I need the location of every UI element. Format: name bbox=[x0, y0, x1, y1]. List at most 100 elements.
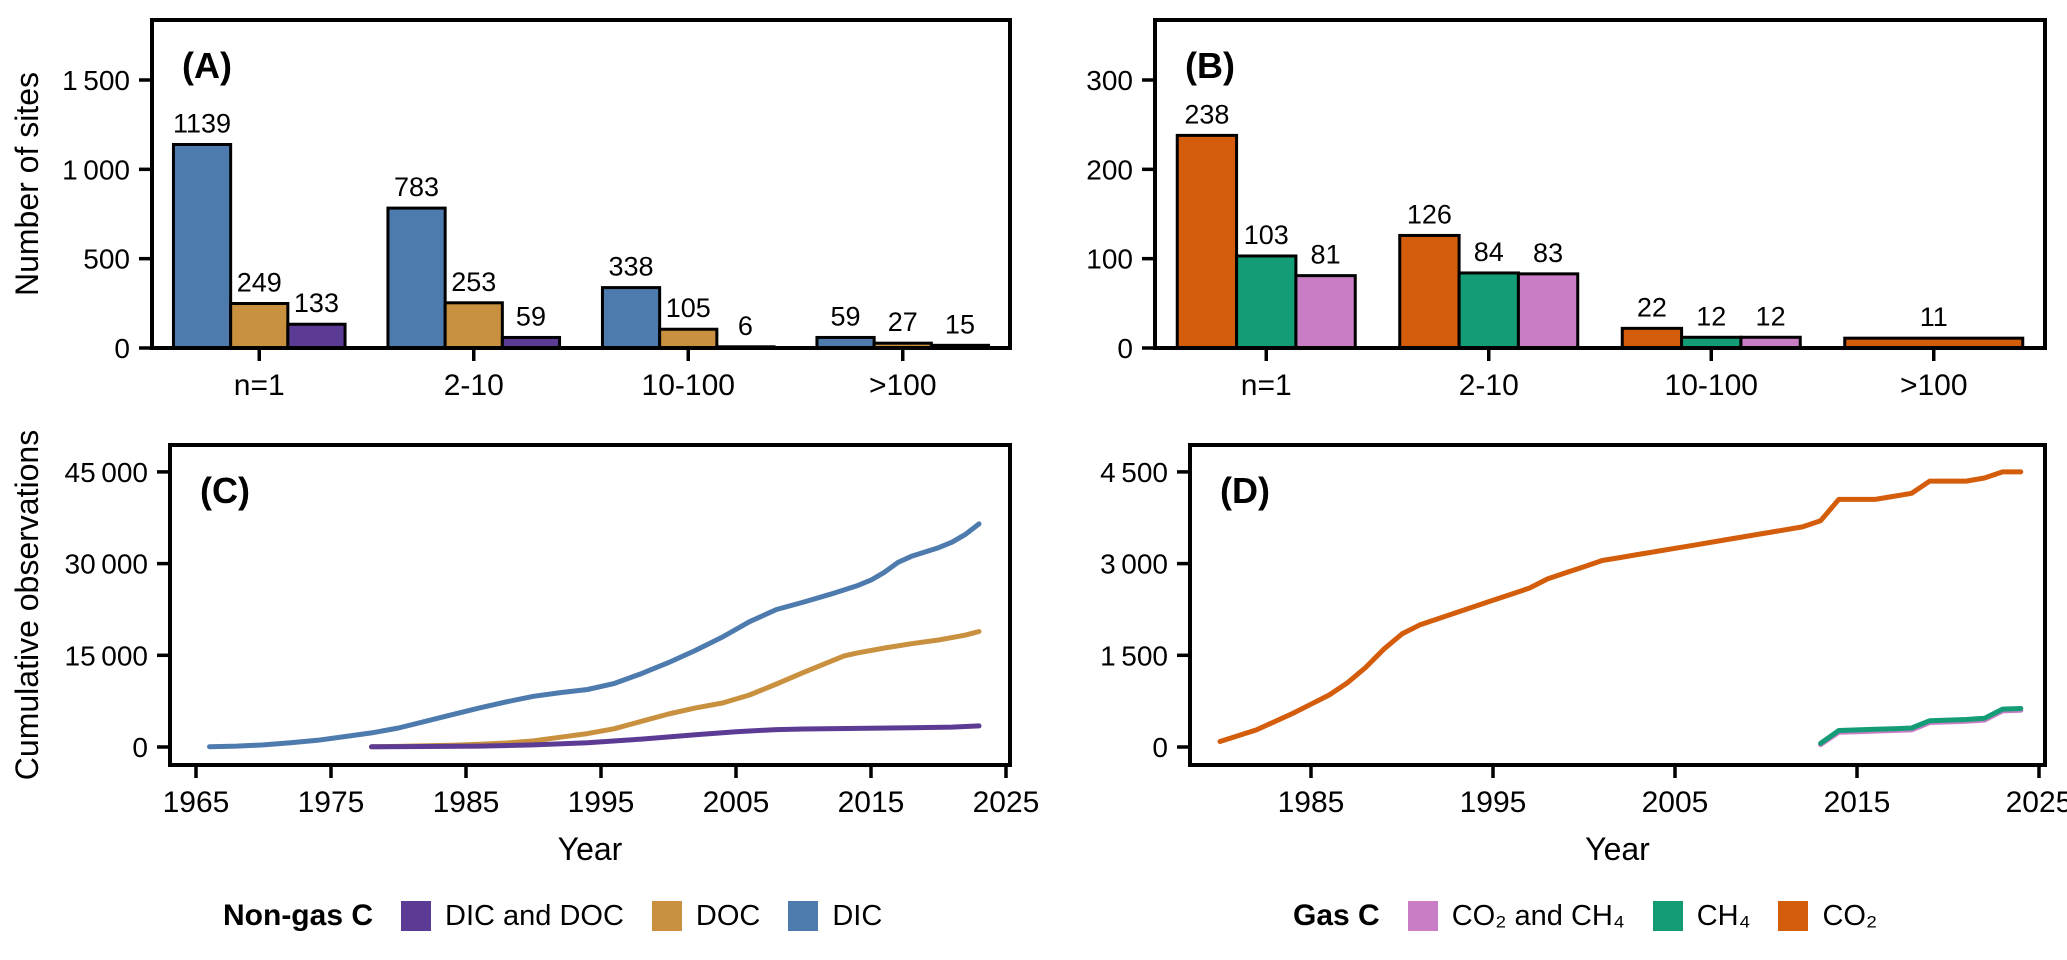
dic-swatch-icon bbox=[788, 901, 819, 931]
bar-CO2-2-10 bbox=[1398, 233, 1461, 350]
y-tick-label: 200 bbox=[1086, 154, 1133, 185]
y-tick-label: 3 000 bbox=[1100, 549, 1168, 580]
x-axis-title: Year bbox=[558, 831, 623, 867]
x-tick-label: 1985 bbox=[1278, 786, 1345, 819]
legend-title-gas: Gas C bbox=[1293, 899, 1380, 932]
legend-non-gas: Non-gas C DIC and DOC DOC DIC bbox=[223, 898, 882, 934]
legend-label: CO₂ bbox=[1822, 899, 1878, 932]
bar-CO2-and-CH4-n=1 bbox=[1294, 274, 1357, 350]
x-tick-label: 2005 bbox=[703, 786, 770, 819]
bar-value-label: 1139 bbox=[173, 108, 231, 138]
y-tick-label: 0 bbox=[114, 333, 130, 364]
panel-a-label: (A) bbox=[182, 45, 232, 86]
bar-value-label: 126 bbox=[1407, 199, 1452, 229]
bar-value-label: 11 bbox=[1920, 302, 1948, 332]
bar-value-label: 83 bbox=[1533, 238, 1563, 268]
bar-value-label: 249 bbox=[237, 268, 282, 298]
bar-CO2-10-100 bbox=[1620, 326, 1684, 350]
legend-label: DIC and DOC bbox=[445, 899, 624, 932]
y-tick-label: 30 000 bbox=[65, 549, 148, 580]
bar-CO2-n=1 bbox=[1175, 133, 1239, 350]
panel-c-label: (C) bbox=[200, 470, 250, 511]
legend-label: CH₄ bbox=[1696, 899, 1751, 932]
legend-item-dic: DIC bbox=[788, 900, 882, 933]
legend-item-co2: CO₂ bbox=[1778, 900, 1877, 933]
bar-value-label: 12 bbox=[1696, 301, 1726, 331]
legend-item-dic-and-doc: DIC and DOC bbox=[401, 900, 624, 933]
x-tick-label: 1995 bbox=[1460, 786, 1527, 819]
x-category-label: 2-10 bbox=[444, 369, 504, 402]
line-DIC bbox=[207, 521, 982, 750]
panel-d-label: (D) bbox=[1220, 470, 1270, 511]
x-axis-title: Year bbox=[1585, 831, 1650, 867]
bar-DIC-n=1 bbox=[171, 142, 233, 350]
bar-value-label: 15 bbox=[945, 309, 975, 339]
bar-DOC-n=1 bbox=[229, 302, 290, 350]
bar-CH4-n=1 bbox=[1235, 254, 1298, 350]
panel-b-border bbox=[1153, 18, 2047, 350]
x-category-label: n=1 bbox=[1241, 369, 1292, 402]
dic-and-doc-swatch-icon bbox=[401, 901, 431, 931]
panel-d-border bbox=[1188, 443, 2047, 767]
y-tick-label: 0 bbox=[132, 732, 148, 763]
bar-value-label: 105 bbox=[666, 293, 711, 323]
bar-CO2-and-CH4-2-10 bbox=[1516, 272, 1580, 350]
x-tick-label: 2015 bbox=[1824, 786, 1891, 819]
bar-DIC-2-10 bbox=[386, 206, 447, 350]
x-category-label: n=1 bbox=[234, 369, 285, 402]
legend-item-doc: DOC bbox=[651, 899, 761, 933]
legend-item-ch4: CH₄ bbox=[1652, 899, 1751, 933]
y-axis-title: Number of sites bbox=[9, 72, 45, 296]
bar-value-label: 238 bbox=[1184, 99, 1229, 129]
bar-value-label: 253 bbox=[451, 267, 496, 297]
y-tick-label: 1 000 bbox=[62, 154, 130, 185]
line-DIC-and-DOC bbox=[369, 723, 982, 750]
panel-c-border bbox=[168, 443, 1012, 767]
bar-DOC-10-100 bbox=[658, 327, 719, 350]
line-CO2 bbox=[1217, 469, 2024, 744]
bar-DIC-and-DOC-n=1 bbox=[286, 322, 347, 350]
legend-label: DOC bbox=[695, 899, 761, 932]
y-tick-label: 45 000 bbox=[65, 457, 148, 488]
y-tick-label: 100 bbox=[1086, 244, 1133, 275]
bar-value-label: 59 bbox=[831, 301, 861, 331]
x-category-label: 10-100 bbox=[1665, 369, 1758, 402]
bar-value-label: 783 bbox=[394, 172, 439, 202]
panel-a-border bbox=[150, 18, 1012, 350]
co2-and-ch4-swatch-icon bbox=[1407, 901, 1438, 931]
line-CH4 bbox=[1818, 706, 2024, 746]
y-tick-label: 4 500 bbox=[1100, 457, 1168, 488]
panel-b-label: (B) bbox=[1185, 45, 1235, 86]
bar-value-label: 84 bbox=[1474, 237, 1504, 267]
x-tick-label: 2025 bbox=[2006, 786, 2067, 819]
bar-value-label: 6 bbox=[738, 311, 753, 341]
y-tick-label: 1 500 bbox=[1100, 640, 1168, 671]
bar-value-label: 103 bbox=[1244, 220, 1289, 250]
x-tick-label: 1965 bbox=[163, 786, 230, 819]
bar-value-label: 27 bbox=[888, 307, 918, 337]
bar-value-label: 22 bbox=[1637, 292, 1667, 322]
legend-gas: Gas C CO₂ and CH₄ CH₄ CO₂ bbox=[1293, 898, 1877, 934]
legend-title-non-gas: Non-gas C bbox=[223, 899, 373, 932]
y-axis-title: Cumulative observations bbox=[9, 430, 45, 780]
legend-label: CO₂ and CH₄ bbox=[1451, 899, 1625, 932]
bar-CH4-2-10 bbox=[1457, 271, 1520, 350]
x-category-label: >100 bbox=[1900, 369, 1968, 402]
x-category-label: >100 bbox=[869, 369, 937, 402]
bar-DOC-2-10 bbox=[443, 301, 504, 350]
x-tick-label: 2005 bbox=[1642, 786, 1709, 819]
legend-item-co2-and-ch4: CO₂ and CH₄ bbox=[1407, 899, 1625, 933]
ch4-swatch-icon bbox=[1652, 901, 1683, 931]
x-tick-label: 2015 bbox=[838, 786, 905, 819]
x-category-label: 10-100 bbox=[642, 369, 735, 402]
legend-label: DIC bbox=[832, 899, 883, 932]
x-tick-label: 1975 bbox=[298, 786, 365, 819]
y-tick-label: 15 000 bbox=[65, 640, 148, 671]
bar-value-label: 133 bbox=[294, 288, 339, 318]
y-tick-label: 1 500 bbox=[62, 65, 130, 96]
bar-value-label: 81 bbox=[1311, 240, 1341, 270]
x-tick-label: 1995 bbox=[568, 786, 635, 819]
bar-value-label: 59 bbox=[516, 301, 546, 331]
